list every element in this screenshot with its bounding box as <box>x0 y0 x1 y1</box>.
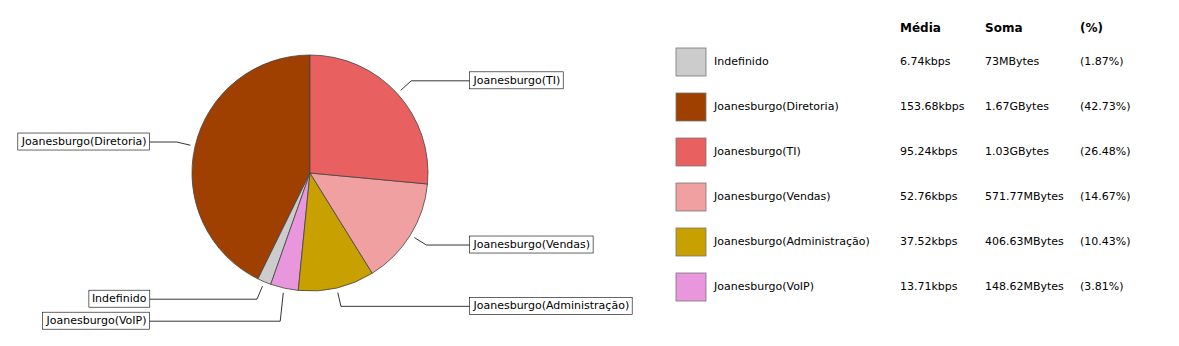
table-cell: 571.77MBytes <box>985 190 1064 203</box>
legend-label: Joanesburgo(VoIP) <box>713 280 814 293</box>
table-cell: 1.67GBytes <box>985 100 1049 113</box>
leader-line <box>401 81 471 91</box>
legend-swatch <box>676 228 706 256</box>
table-cell: (42.73%) <box>1080 100 1131 113</box>
table-cell: 406.63MBytes <box>985 235 1064 248</box>
annotation-box <box>469 72 563 89</box>
leader-line <box>150 142 191 145</box>
annotation-box <box>469 236 593 253</box>
chart: Joanesburgo(Diretoria) Indefinido Joanesbu… <box>0 0 1179 346</box>
table-cell: (1.87%) <box>1080 55 1124 68</box>
annotation: Joanesburgo(Vendas) <box>472 238 590 251</box>
annotation: Joanesburgo(Administração) <box>472 299 629 312</box>
legend-table: Média Soma (%) Indefinido 6.74kbps 73MBytes (1… <box>676 21 1131 302</box>
legend-swatch <box>676 273 706 301</box>
annotation: Joanesburgo(VoIP) <box>45 314 146 327</box>
annotation: Indefinido <box>92 292 147 305</box>
table-cell: 1.03GBytes <box>985 145 1049 158</box>
table-cell: (10.43%) <box>1080 235 1131 248</box>
leader-line <box>150 286 263 299</box>
table-cell: 73MBytes <box>985 55 1040 68</box>
legend-swatch <box>676 183 706 211</box>
table-cell: 6.74kbps <box>900 55 951 68</box>
table-cell: 95.24kbps <box>900 145 958 158</box>
pie <box>192 55 428 291</box>
leader-line <box>414 238 470 245</box>
slice <box>310 173 427 273</box>
table-cell: 148.62MBytes <box>985 280 1064 293</box>
legend-label: Joanesburgo(TI) <box>713 145 801 158</box>
table-cell: 153.68kbps <box>900 100 965 113</box>
legend-swatch <box>676 138 706 166</box>
legend-label: Joanesburgo(Diretoria) <box>713 100 839 113</box>
legend-label: Joanesburgo(Vendas) <box>713 190 831 203</box>
annotations: Joanesburgo(Diretoria) Indefinido Joanesbu… <box>18 72 632 329</box>
annotation-box <box>42 312 149 329</box>
annotation: Joanesburgo(Diretoria) <box>21 135 147 148</box>
table-cell: (14.67%) <box>1080 190 1131 203</box>
annotation: Joanesburgo(TI) <box>472 74 560 87</box>
table-header: (%) <box>1080 21 1103 35</box>
legend-label: Indefinido <box>714 55 769 68</box>
annotation-box <box>18 133 150 150</box>
legend-swatch <box>676 48 706 76</box>
legend-label: Joanesburgo(Administração) <box>713 235 870 248</box>
legend-swatch <box>676 93 706 121</box>
table-cell: 13.71kbps <box>900 280 958 293</box>
table-cell: (26.48%) <box>1080 145 1131 158</box>
table-header: Média <box>900 21 941 35</box>
slice <box>310 55 428 184</box>
annotation-box <box>469 297 632 314</box>
annotation-box <box>89 290 150 307</box>
leader-line <box>150 293 284 321</box>
leader-line <box>338 293 471 307</box>
table-header: Soma <box>985 21 1023 35</box>
table-cell: 52.76kbps <box>900 190 958 203</box>
table-cell: (3.81%) <box>1080 280 1124 293</box>
table-cell: 37.52kbps <box>900 235 958 248</box>
